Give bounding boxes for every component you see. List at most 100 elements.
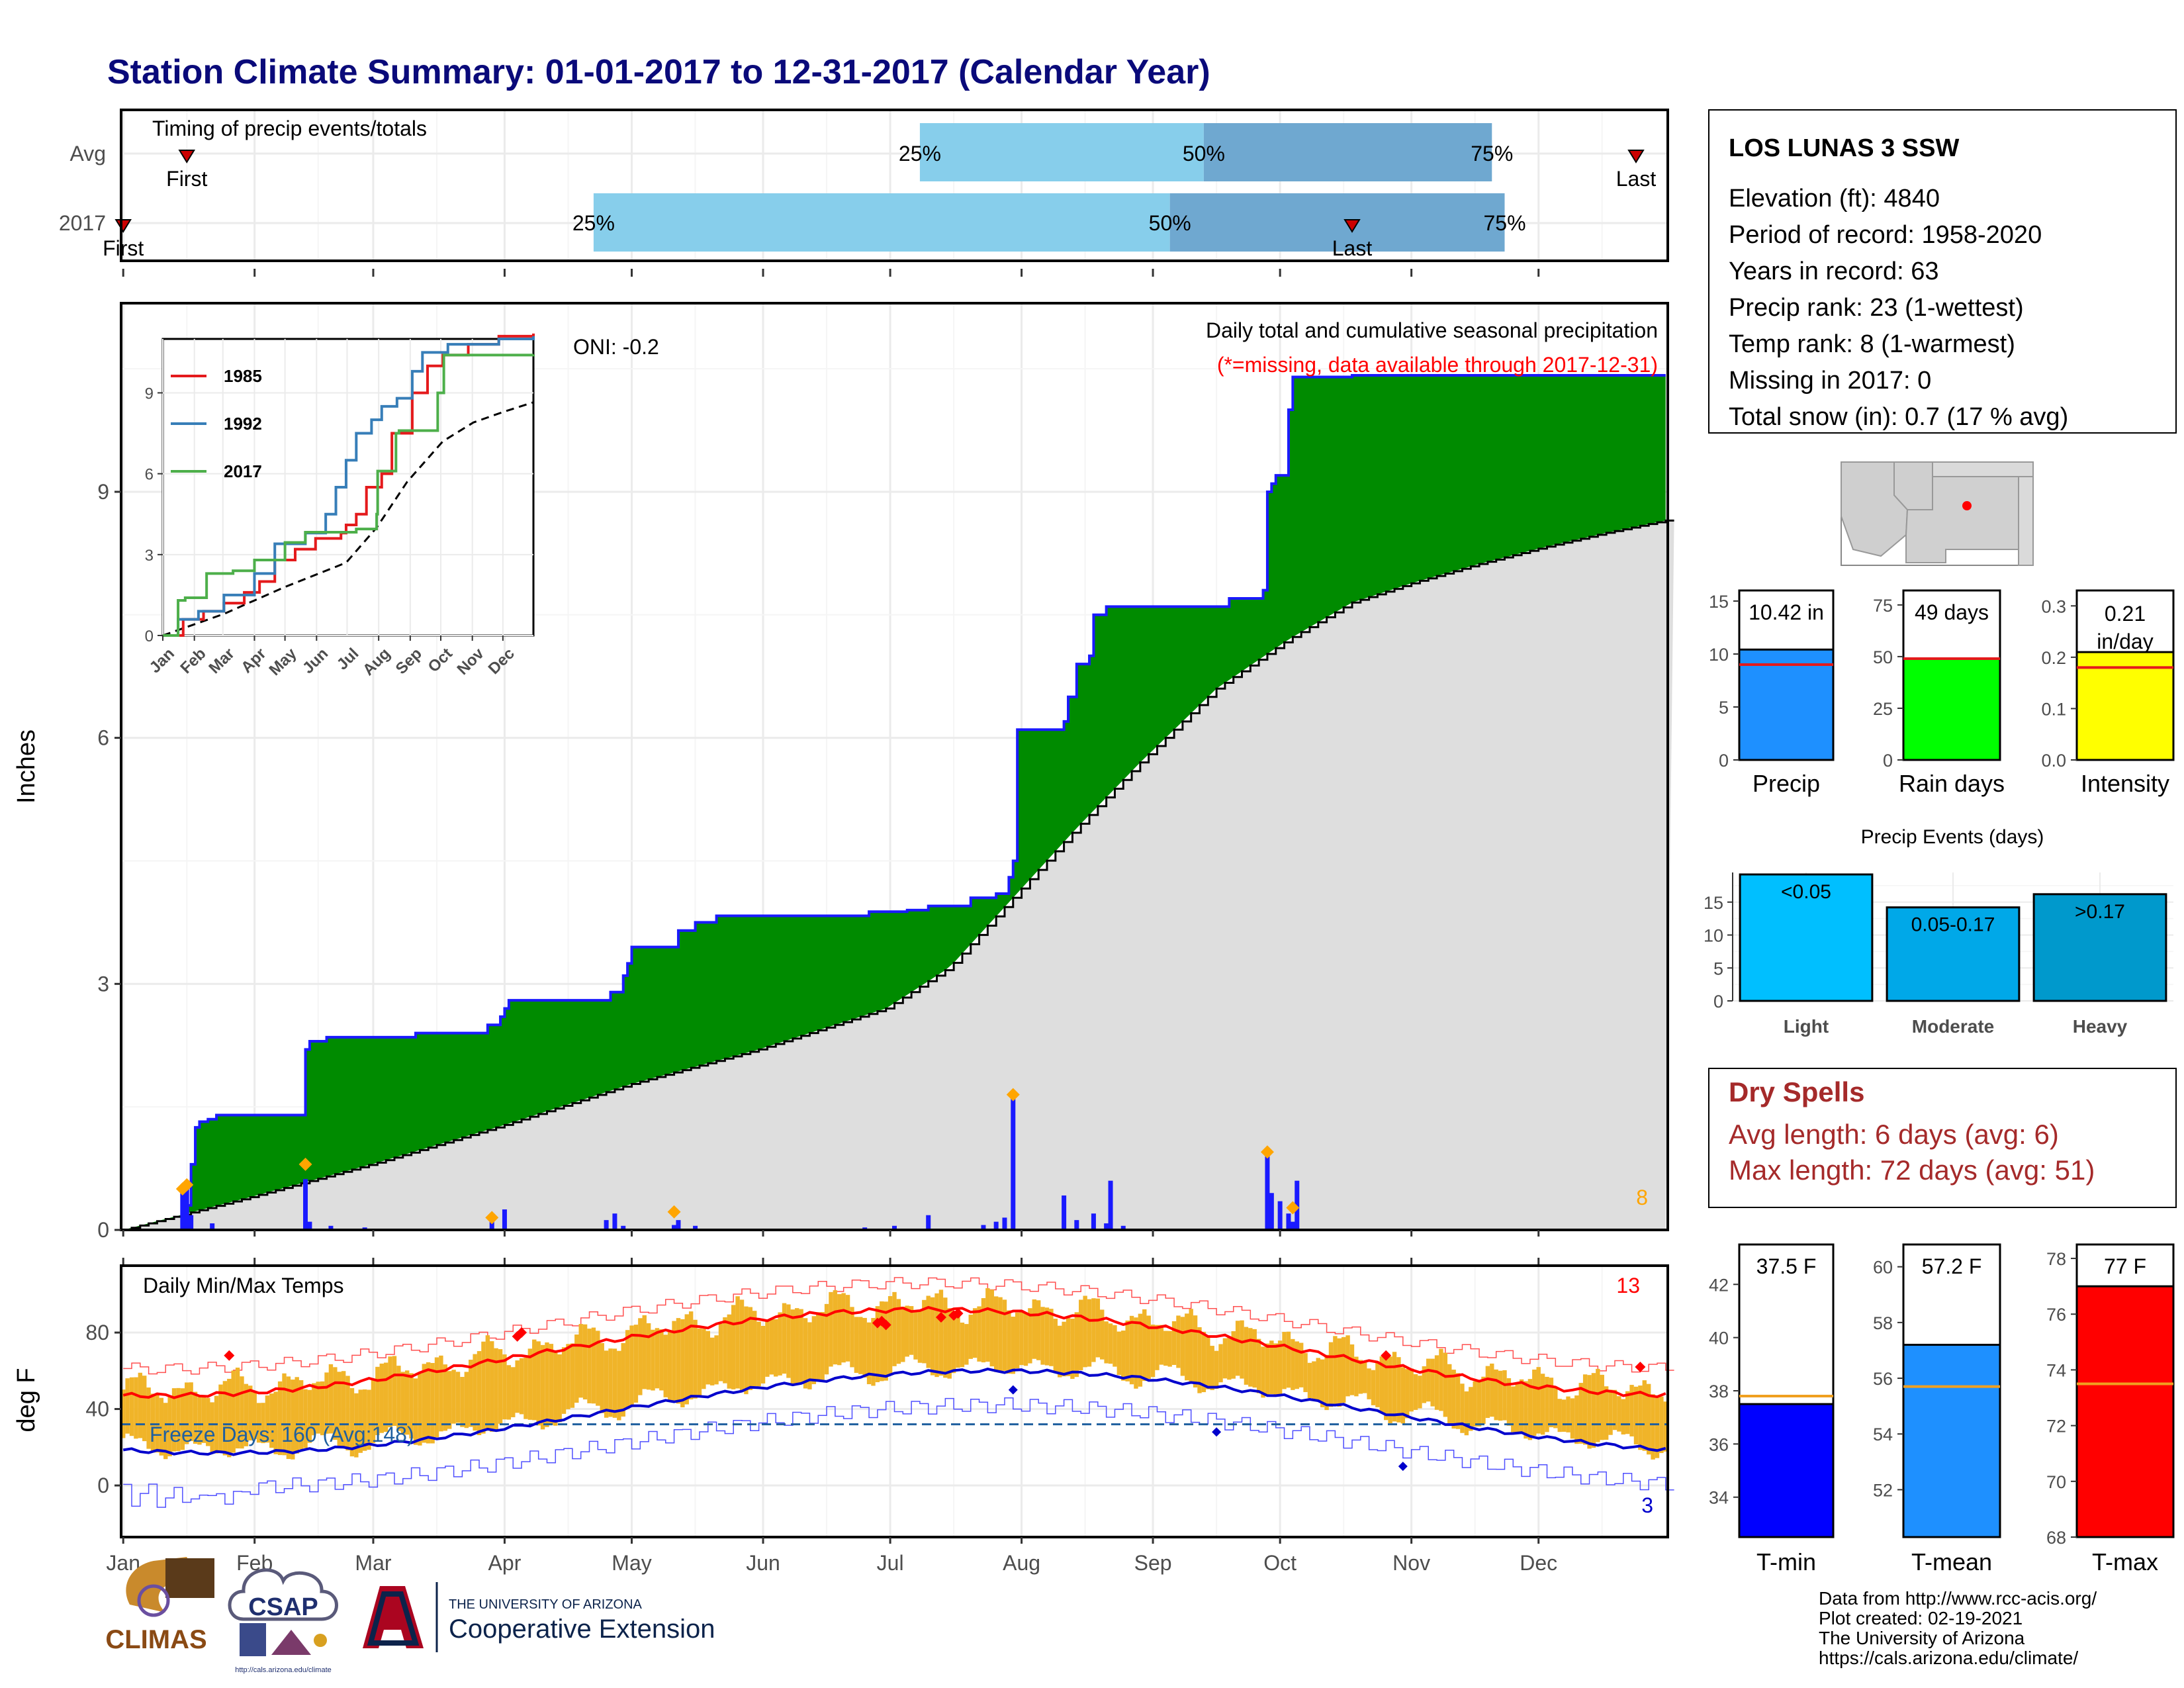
dry-spells-avg: Avg length: 6 days (avg: 6) — [1729, 1119, 2059, 1150]
temp-day-bar — [502, 1354, 507, 1420]
temp-day-bar — [291, 1380, 295, 1460]
annual-bar-y-tick-label: 25 — [1873, 699, 1893, 719]
temp-day-bar — [1248, 1328, 1253, 1387]
temp-title: Daily Min/Max Temps — [143, 1274, 343, 1297]
month-label: Apr — [488, 1551, 522, 1575]
temp-summary-label: T-max — [2092, 1548, 2158, 1575]
temp-day-bar — [396, 1366, 401, 1431]
temp-day-bar — [218, 1384, 223, 1453]
precip-event-count: 8 — [1636, 1186, 1648, 1209]
temp-day-bar — [443, 1364, 448, 1431]
temp-day-bar — [723, 1317, 727, 1383]
annual-bar-y-tick-label: 0 — [1719, 751, 1729, 771]
daily-temp-bars — [121, 1288, 1668, 1460]
temp-day-bar — [1578, 1383, 1583, 1444]
temp-day-bar — [159, 1397, 164, 1456]
temp-day-bar — [206, 1397, 210, 1446]
temp-day-bar — [862, 1317, 867, 1378]
temp-day-bar — [684, 1314, 689, 1405]
temp-day-bar — [227, 1378, 232, 1458]
temp-day-bar — [748, 1307, 753, 1390]
temp-summary-t-max: 77 F 68 70 72 74 76 78 T-max — [2046, 1243, 2175, 1575]
timing-bar-25-50 — [593, 193, 1170, 252]
temp-day-bar — [850, 1307, 854, 1368]
temp-day-bar — [1146, 1315, 1151, 1380]
location-map — [1841, 461, 2034, 566]
temp-summary-y-tick-label: 78 — [2046, 1249, 2066, 1269]
temp-day-bar — [1104, 1321, 1109, 1364]
csap-url: http://cals.arizona.edu/climate — [235, 1666, 332, 1674]
temp-day-bar — [519, 1358, 524, 1415]
temp-day-bar — [1494, 1369, 1498, 1421]
temp-day-bar — [1655, 1397, 1660, 1458]
temp-day-bar — [1036, 1300, 1041, 1360]
timing-title: Timing of precip events/totals — [152, 117, 427, 140]
month-label: Oct — [1263, 1551, 1297, 1575]
temp-day-bar — [1019, 1310, 1024, 1366]
timing-bar-25-50 — [919, 123, 1204, 181]
temp-record-markers — [224, 1308, 1646, 1472]
temp-day-bar — [1490, 1363, 1494, 1417]
temp-day-bar — [316, 1382, 320, 1434]
temp-day-bar — [1023, 1313, 1028, 1366]
daily-precip-bar — [993, 1221, 999, 1230]
events-bar-moderate — [1886, 906, 2021, 1002]
temp-day-bar — [121, 1389, 126, 1438]
temp-day-bar — [744, 1306, 749, 1395]
annual-bar-y-tick-label: 0.3 — [2041, 596, 2066, 616]
temp-day-bar — [1405, 1369, 1410, 1419]
events-title: Precip Events (days) — [1861, 826, 2044, 848]
temp-day-bar — [1371, 1370, 1376, 1405]
temp-day-bar — [1282, 1332, 1287, 1389]
temp-day-bar — [1659, 1396, 1664, 1454]
temp-record-min-marker — [1212, 1427, 1222, 1437]
timing-label-first: First — [166, 167, 207, 191]
record-min-line — [123, 1397, 1674, 1508]
temp-day-bar — [1485, 1366, 1490, 1419]
temp-day-bar — [676, 1318, 681, 1404]
temp-day-bar — [977, 1306, 981, 1362]
daily-precip-bar — [1091, 1213, 1096, 1230]
temp-day-bar — [596, 1331, 600, 1406]
temp-day-bar — [1312, 1361, 1316, 1399]
dry-spells-max: Max length: 72 days (avg: 51) — [1729, 1154, 2095, 1186]
station-location-marker — [1962, 501, 1972, 510]
precip-y-label: Inches — [13, 729, 40, 804]
events-y-tick-label: 0 — [1713, 992, 1723, 1011]
temp-record-max-marker — [224, 1350, 235, 1361]
temp-day-bar — [769, 1318, 774, 1375]
temp-summary-y-tick-label: 38 — [1709, 1382, 1729, 1401]
temp-day-bar — [1295, 1341, 1299, 1389]
temp-day-bar — [1608, 1389, 1613, 1435]
daily-precip-bar — [502, 1209, 507, 1230]
temp-day-bar — [1451, 1370, 1456, 1429]
temp-day-bar — [680, 1319, 685, 1408]
temp-day-bar — [523, 1357, 528, 1419]
temp-day-bar — [1218, 1344, 1223, 1383]
ua-top-text: THE UNIVERSITY OF ARIZONA — [449, 1597, 643, 1612]
temp-day-bar — [820, 1312, 825, 1380]
temp-day-bar — [905, 1305, 909, 1357]
temp-day-bar — [146, 1387, 151, 1449]
precip-y-tick-label: 0 — [97, 1218, 109, 1242]
timing-marker-last — [1343, 219, 1361, 233]
temp-day-bar — [1574, 1395, 1579, 1444]
temp-day-bar — [1447, 1364, 1452, 1426]
dry-spells-title: Dry Spells — [1729, 1076, 1864, 1107]
temp-day-bar — [1388, 1356, 1392, 1423]
temp-day-bar — [328, 1364, 334, 1434]
temp-day-bar — [1074, 1312, 1079, 1378]
temp-day-bar — [413, 1378, 418, 1445]
temp-count-max: 13 — [1616, 1274, 1640, 1297]
temp-day-bar — [1171, 1321, 1177, 1365]
temp-day-bar — [418, 1373, 422, 1446]
temp-day-bar — [887, 1295, 893, 1374]
events-body: <0.05 Light 0.05-0.17 Moderate >0.17 Heavy 0 5 1… — [1704, 872, 2173, 1037]
temp-day-bar — [1040, 1307, 1045, 1365]
inset-y-tick-label: 6 — [145, 466, 154, 484]
events-bar-range: <0.05 — [1781, 881, 1831, 903]
temp-day-bar — [1333, 1336, 1338, 1406]
temp-day-bar — [1349, 1344, 1355, 1395]
temp-day-bar — [786, 1304, 791, 1378]
temp-day-bar — [142, 1376, 147, 1442]
